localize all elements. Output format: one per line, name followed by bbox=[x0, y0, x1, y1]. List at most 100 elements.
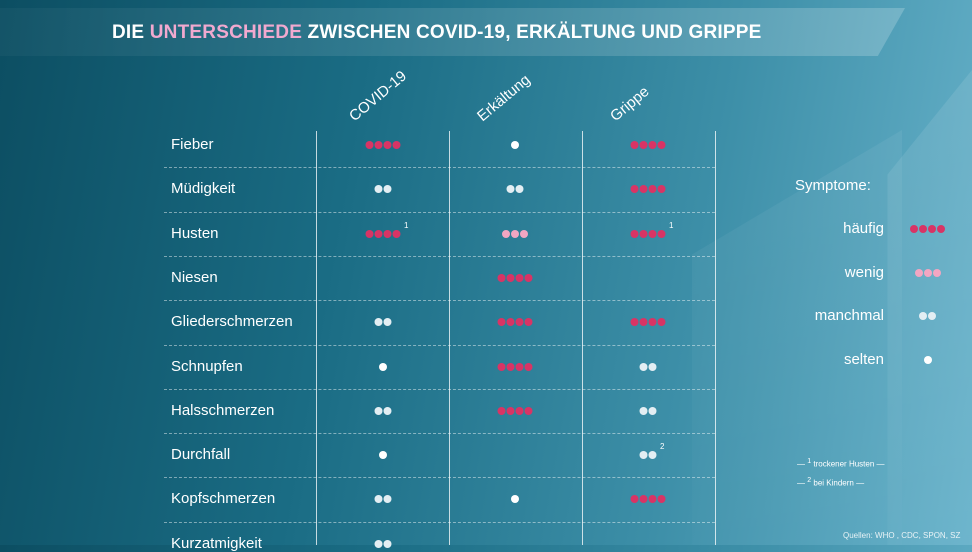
footnote-marker: 2 bbox=[660, 442, 665, 452]
symptom-dot bbox=[506, 185, 515, 194]
symptom-dot bbox=[502, 229, 510, 238]
symptom-dot bbox=[639, 185, 648, 194]
column-divider bbox=[582, 131, 583, 545]
row-label: Schnupfen bbox=[171, 357, 243, 375]
column-header: Erkältung bbox=[474, 71, 534, 125]
symptom-dot bbox=[937, 225, 945, 233]
column-header: Grippe bbox=[607, 83, 653, 125]
row-label: Kopfschmerzen bbox=[171, 490, 276, 508]
symptom-dot bbox=[506, 273, 515, 282]
row-label: Müdigkeit bbox=[171, 180, 236, 198]
title-post: ZWISCHEN COVID-19, ERKÄLTUNG UND GRIPPE bbox=[302, 22, 762, 43]
symptom-dot bbox=[639, 362, 648, 371]
footnote-2: — 2 bei Kindern — bbox=[797, 477, 865, 488]
column-divider bbox=[316, 131, 317, 545]
symptom-cell bbox=[379, 362, 387, 371]
footnote-mark: 1 bbox=[807, 458, 812, 465]
symptom-dot bbox=[648, 406, 657, 415]
symptom-dot bbox=[374, 229, 383, 238]
symptom-dot bbox=[923, 355, 932, 364]
symptom-dot bbox=[515, 185, 524, 194]
symptom-dot bbox=[392, 229, 401, 238]
row-label: Fieber bbox=[171, 136, 214, 153]
symptom-dot bbox=[374, 495, 383, 504]
symptom-dot bbox=[630, 318, 639, 327]
symptom-dot bbox=[657, 495, 666, 504]
legend-dots bbox=[910, 225, 945, 233]
symptom-dot bbox=[639, 141, 648, 149]
symptom-cell bbox=[630, 141, 666, 149]
title-pre: DIE bbox=[112, 22, 150, 43]
footnote-marker: 1 bbox=[404, 220, 409, 230]
symptom-cell bbox=[630, 495, 666, 504]
symptom-dot bbox=[923, 268, 932, 277]
symptom-cell bbox=[497, 273, 533, 282]
row-label: Durchfall bbox=[171, 446, 231, 464]
column-divider bbox=[449, 131, 450, 545]
legend-dots bbox=[923, 355, 932, 364]
row-label: Husten bbox=[171, 224, 219, 242]
symptom-dot bbox=[515, 362, 524, 371]
symptom-dot bbox=[932, 268, 941, 277]
symptom-dot bbox=[383, 495, 392, 504]
symptom-cell bbox=[511, 141, 519, 149]
page-title: DIE UNTERSCHIEDE ZWISCHEN COVID-19, ERKÄ… bbox=[112, 22, 762, 44]
symptom-cell bbox=[374, 318, 392, 327]
symptom-dot bbox=[383, 141, 392, 149]
symptom-dot bbox=[919, 225, 927, 233]
symptom-dot bbox=[520, 229, 528, 238]
symptom-dot bbox=[648, 495, 657, 504]
symptom-dot bbox=[524, 406, 533, 415]
symptom-dot bbox=[515, 406, 524, 415]
symptom-cell bbox=[374, 539, 392, 548]
symptom-cell bbox=[639, 451, 657, 460]
row-divider bbox=[164, 521, 715, 523]
row-divider bbox=[164, 344, 715, 346]
row-divider bbox=[164, 255, 715, 257]
symptom-dot bbox=[524, 362, 533, 371]
symptom-dot bbox=[657, 185, 666, 194]
footnote-mark: 2 bbox=[807, 477, 812, 484]
symptom-dot bbox=[374, 318, 383, 327]
symptom-dot bbox=[374, 185, 383, 194]
legend-label: häufig bbox=[843, 220, 884, 237]
title-highlight: UNTERSCHIEDE bbox=[149, 22, 303, 43]
row-label: Niesen bbox=[171, 268, 218, 286]
symptom-dot bbox=[497, 362, 506, 371]
legend-dots bbox=[914, 268, 941, 277]
legend-dots bbox=[919, 312, 936, 320]
symptom-dot bbox=[383, 539, 392, 548]
footnote-marker: 1 bbox=[669, 220, 674, 230]
row-divider bbox=[164, 477, 715, 479]
symptom-dot bbox=[365, 229, 374, 238]
symptom-cell bbox=[630, 229, 666, 238]
symptom-dot bbox=[639, 229, 648, 238]
symptom-dot bbox=[639, 406, 648, 415]
column-header: COVID-19 bbox=[346, 67, 411, 125]
symptom-dot bbox=[524, 318, 533, 327]
symptom-dot bbox=[639, 318, 648, 327]
symptom-cell bbox=[630, 318, 666, 327]
symptom-cell bbox=[365, 141, 401, 149]
symptom-dot bbox=[657, 141, 666, 149]
symptom-dot bbox=[374, 539, 383, 548]
symptom-dot bbox=[515, 318, 524, 327]
symptom-dot bbox=[648, 318, 657, 327]
symptom-dot bbox=[648, 141, 657, 149]
column-divider bbox=[715, 131, 716, 545]
symptom-dot bbox=[648, 451, 657, 460]
symptom-dot bbox=[506, 362, 515, 371]
symptom-dot bbox=[648, 185, 657, 194]
symptom-dot bbox=[365, 141, 374, 149]
symptom-cell bbox=[506, 185, 524, 194]
symptom-dot bbox=[648, 229, 657, 238]
row-divider bbox=[164, 211, 715, 213]
symptom-dot bbox=[910, 225, 918, 233]
symptom-cell bbox=[511, 495, 519, 504]
legend-label: selten bbox=[843, 350, 884, 368]
footnote-text: bei Kindern bbox=[813, 478, 854, 488]
symptom-cell bbox=[374, 495, 392, 504]
symptom-cell bbox=[497, 406, 533, 415]
symptom-dot bbox=[497, 318, 506, 327]
footnote-text: trockener Husten bbox=[813, 459, 875, 469]
